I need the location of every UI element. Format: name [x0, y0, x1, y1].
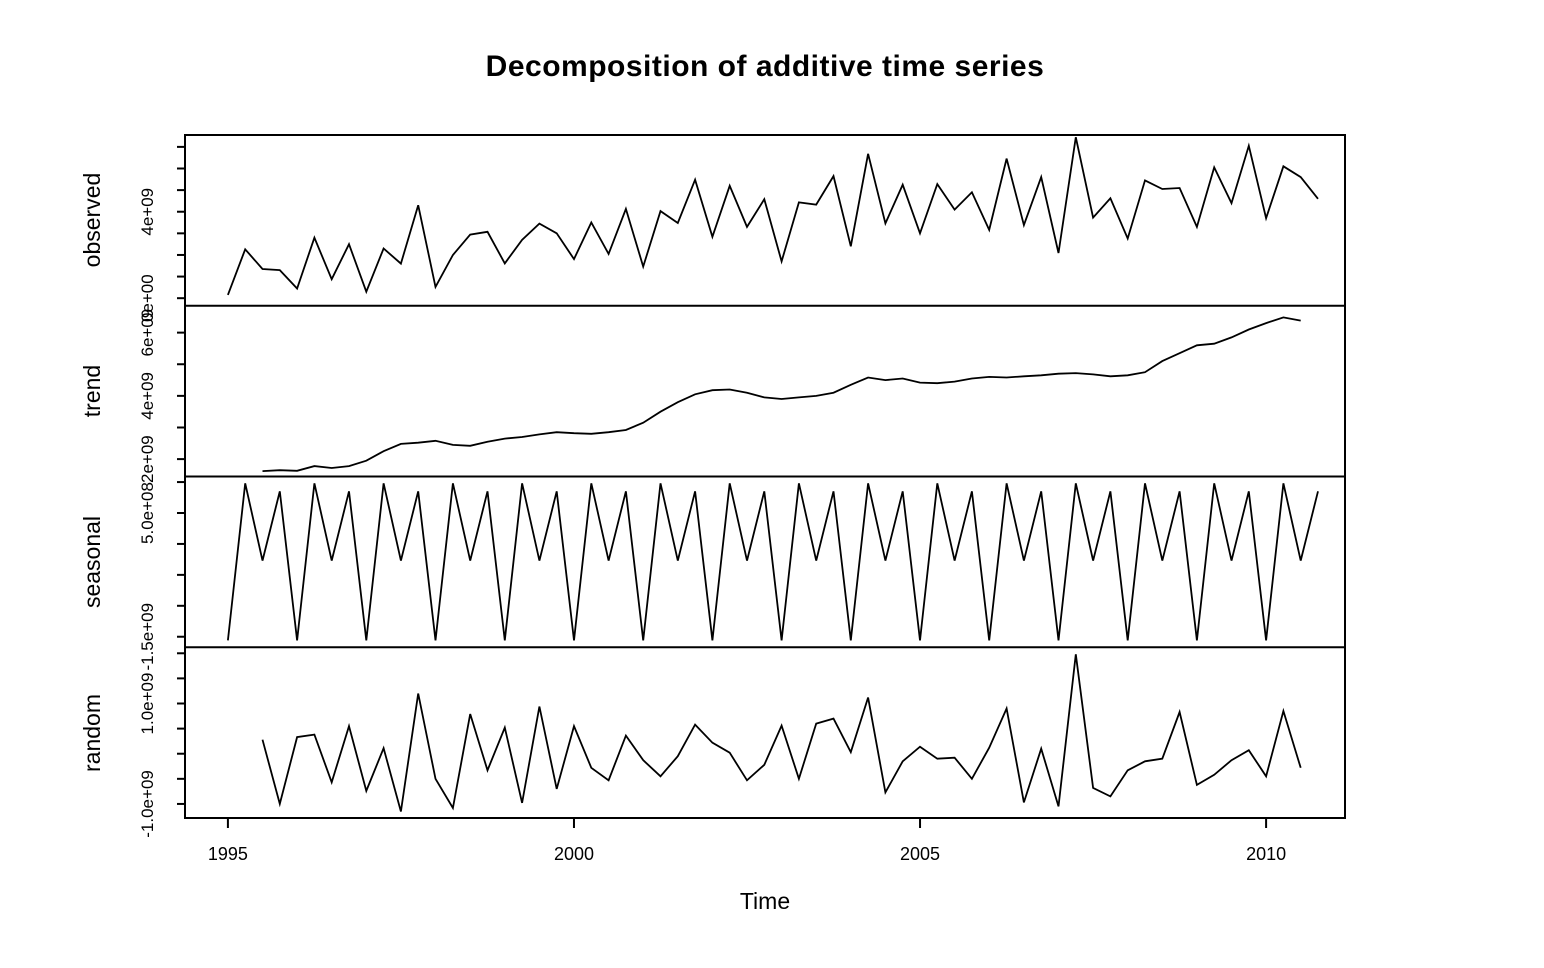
random-y-tick-label: -1.0e+09	[138, 770, 157, 838]
x-tick-label: 2010	[1246, 844, 1286, 864]
observed-y-tick-label: 4e+09	[138, 188, 157, 236]
chart-title: Decomposition of additive time series	[485, 50, 1045, 83]
trend-y-tick-label: 2e+09	[138, 435, 157, 483]
x-axis-title: Time	[739, 888, 791, 914]
x-tick-label: 2000	[554, 844, 594, 864]
x-tick-label: 1995	[208, 844, 248, 864]
trend-y-tick-label: 4e+09	[138, 372, 157, 420]
seasonal-y-tick-label: 5.0e+08	[138, 482, 157, 544]
observed-y-tick-label: 0e+00	[138, 274, 157, 322]
seasonal-y-tick-label: -1.5e+09	[138, 603, 157, 671]
random-series-line	[261, 654, 1302, 812]
seasonal-series-line	[227, 483, 1319, 641]
trend-y-tick-label: 6e+09	[138, 309, 157, 357]
plot-border	[184, 134, 1346, 819]
trend-series-line	[262, 316, 1301, 472]
observed-series-line	[227, 137, 1319, 296]
x-tick-label: 2005	[900, 844, 940, 864]
random-y-tick-label: 1.0e+09	[138, 673, 157, 735]
